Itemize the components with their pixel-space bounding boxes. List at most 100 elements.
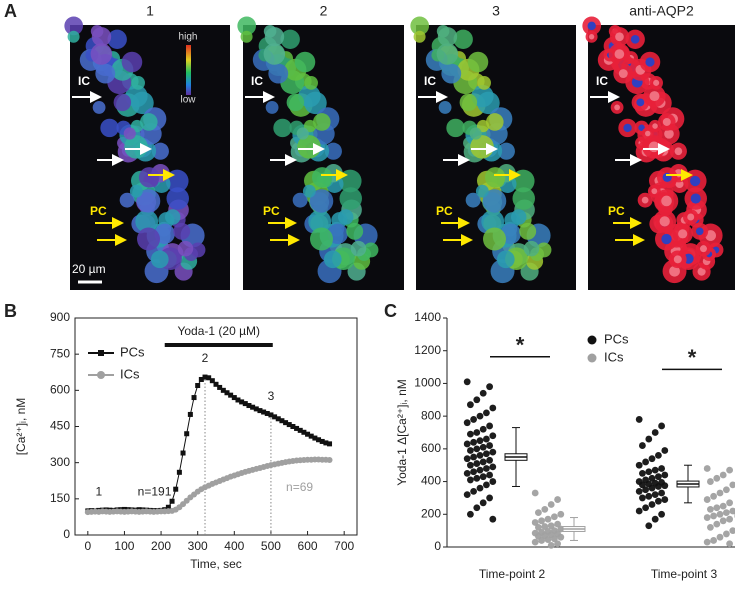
point bbox=[648, 455, 656, 463]
point bbox=[467, 430, 474, 438]
cell bbox=[346, 222, 364, 240]
point bbox=[202, 374, 208, 380]
point bbox=[554, 520, 561, 528]
point bbox=[272, 414, 278, 420]
point bbox=[195, 383, 201, 389]
panel-label: C bbox=[384, 301, 397, 321]
point bbox=[470, 438, 477, 446]
point bbox=[489, 463, 497, 471]
point bbox=[538, 517, 545, 525]
cell bbox=[240, 30, 253, 43]
point bbox=[301, 429, 307, 435]
point bbox=[639, 494, 646, 502]
point bbox=[557, 510, 565, 518]
legend-label: ICs bbox=[604, 349, 624, 364]
cell bbox=[173, 222, 191, 240]
point bbox=[473, 396, 481, 404]
cell bbox=[459, 93, 478, 112]
point bbox=[316, 437, 322, 443]
point bbox=[531, 489, 539, 497]
point bbox=[535, 523, 542, 531]
point bbox=[489, 478, 497, 485]
cell bbox=[512, 187, 535, 210]
point bbox=[713, 504, 721, 512]
cell-label: PC bbox=[608, 204, 625, 218]
point bbox=[648, 501, 656, 508]
cell bbox=[477, 76, 491, 90]
point bbox=[531, 519, 539, 526]
cell bbox=[339, 187, 362, 210]
point bbox=[658, 422, 665, 430]
point bbox=[710, 492, 717, 500]
cell bbox=[137, 227, 160, 251]
nucleus bbox=[661, 233, 672, 245]
point bbox=[486, 494, 493, 502]
point bbox=[483, 409, 490, 417]
point bbox=[231, 395, 237, 401]
cell bbox=[413, 30, 426, 43]
point bbox=[645, 468, 653, 476]
point bbox=[198, 376, 204, 382]
point bbox=[463, 455, 471, 463]
point bbox=[213, 381, 219, 387]
colorbar bbox=[186, 45, 191, 95]
y-tick-label: 1000 bbox=[414, 376, 441, 390]
nucleus bbox=[614, 49, 625, 59]
cell bbox=[350, 240, 367, 257]
cell bbox=[166, 187, 189, 210]
cell bbox=[497, 142, 515, 160]
point bbox=[551, 535, 558, 543]
significance-label: * bbox=[688, 345, 697, 370]
x-tick-label: 0 bbox=[84, 539, 91, 553]
point bbox=[547, 541, 555, 549]
image-title: 1 bbox=[146, 3, 154, 19]
cell bbox=[140, 113, 158, 131]
y-tick-label: 1400 bbox=[414, 310, 441, 324]
point bbox=[470, 453, 477, 461]
point bbox=[719, 471, 727, 479]
micrograph bbox=[410, 16, 576, 290]
x-axis-label: Time, sec bbox=[190, 557, 242, 571]
timepoint-label: 1 bbox=[95, 485, 102, 499]
cell bbox=[135, 209, 159, 233]
significance-label: * bbox=[516, 333, 525, 358]
micrograph bbox=[64, 16, 230, 290]
point bbox=[642, 504, 649, 512]
cell bbox=[496, 250, 515, 269]
cell bbox=[510, 209, 527, 225]
nucleus bbox=[669, 265, 680, 277]
cell-label: PC bbox=[263, 204, 280, 218]
point bbox=[224, 390, 230, 396]
nucleus bbox=[687, 213, 695, 221]
y-tick-label: 300 bbox=[50, 455, 70, 469]
n-label: n=191 bbox=[138, 484, 172, 498]
point bbox=[723, 509, 730, 517]
point bbox=[703, 465, 711, 472]
point bbox=[729, 507, 735, 515]
point bbox=[716, 489, 724, 497]
point bbox=[268, 412, 274, 418]
cell bbox=[308, 209, 332, 233]
point bbox=[489, 448, 497, 456]
point bbox=[713, 520, 721, 528]
point bbox=[476, 452, 484, 459]
point bbox=[716, 533, 724, 541]
y-tick-label: 800 bbox=[421, 408, 441, 422]
cell bbox=[123, 127, 136, 140]
point bbox=[661, 496, 669, 503]
n-label: n=69 bbox=[286, 480, 313, 494]
point bbox=[707, 523, 714, 531]
nucleus bbox=[638, 124, 645, 131]
cell bbox=[337, 209, 354, 225]
point bbox=[707, 505, 714, 513]
point bbox=[473, 504, 481, 512]
point bbox=[651, 515, 659, 523]
point bbox=[473, 460, 481, 467]
point bbox=[305, 431, 311, 437]
cell bbox=[237, 16, 257, 36]
nucleus bbox=[618, 69, 628, 79]
cell bbox=[264, 27, 285, 47]
point bbox=[635, 507, 643, 515]
panel-label: A bbox=[4, 1, 17, 21]
point bbox=[463, 419, 471, 427]
